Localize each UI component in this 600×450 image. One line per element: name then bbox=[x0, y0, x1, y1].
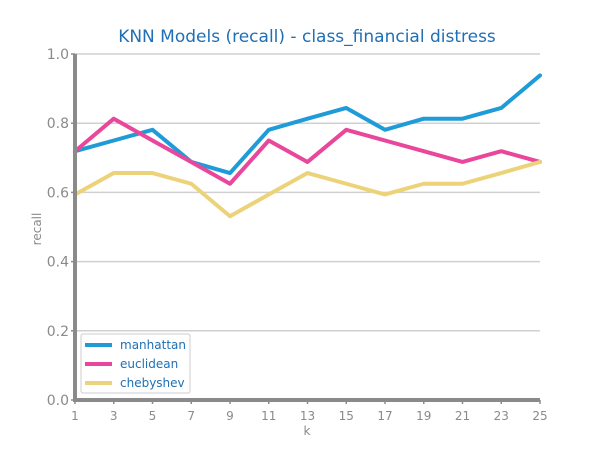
y-tick-label: 1.0 bbox=[47, 47, 69, 63]
x-tick-label: 7 bbox=[187, 409, 195, 423]
y-tick-label: 0.8 bbox=[47, 116, 69, 132]
y-tick-label: 0.0 bbox=[47, 393, 69, 409]
x-ticks: 1 3 5 7 9 11 13 15 17 19 21 23 25 bbox=[71, 400, 548, 423]
legend: manhattan euclidean chebyshev bbox=[80, 333, 191, 394]
legend-box bbox=[80, 333, 191, 394]
x-tick-label: 21 bbox=[455, 409, 470, 423]
x-tick-label: 5 bbox=[149, 409, 157, 423]
y-tick-label: 0.4 bbox=[47, 255, 69, 271]
legend-label-manhattan: manhattan bbox=[120, 338, 186, 352]
x-tick-label: 15 bbox=[339, 409, 354, 423]
x-tick-label: 23 bbox=[494, 409, 509, 423]
series-line-chebyshev bbox=[73, 159, 542, 219]
x-tick-label: 19 bbox=[416, 409, 431, 423]
x-tick-label: 25 bbox=[532, 409, 547, 423]
y-tick-label: 0.2 bbox=[47, 324, 69, 340]
x-tick-label: 3 bbox=[110, 409, 118, 423]
x-tick-label: 1 bbox=[71, 409, 79, 423]
series-lines bbox=[73, 73, 542, 219]
x-tick-label: 13 bbox=[300, 409, 315, 423]
grid bbox=[75, 53, 540, 332]
legend-label-euclidean: euclidean bbox=[120, 357, 178, 371]
x-tick-label: 9 bbox=[226, 409, 234, 423]
legend-label-chebyshev: chebyshev bbox=[120, 376, 185, 390]
x-axis-label: k bbox=[304, 424, 311, 438]
y-tick-label: 0.6 bbox=[47, 185, 69, 201]
series-line-manhattan bbox=[73, 73, 542, 176]
y-ticks: 0.0 0.2 0.4 0.6 0.8 1.0 bbox=[47, 47, 75, 409]
y-axis-label: recall bbox=[30, 213, 44, 246]
series-line-euclidean bbox=[73, 116, 542, 186]
x-tick-label: 11 bbox=[261, 409, 276, 423]
x-tick-label: 17 bbox=[377, 409, 392, 423]
chart-title: KNN Models (recall) - class_financial di… bbox=[118, 27, 496, 47]
